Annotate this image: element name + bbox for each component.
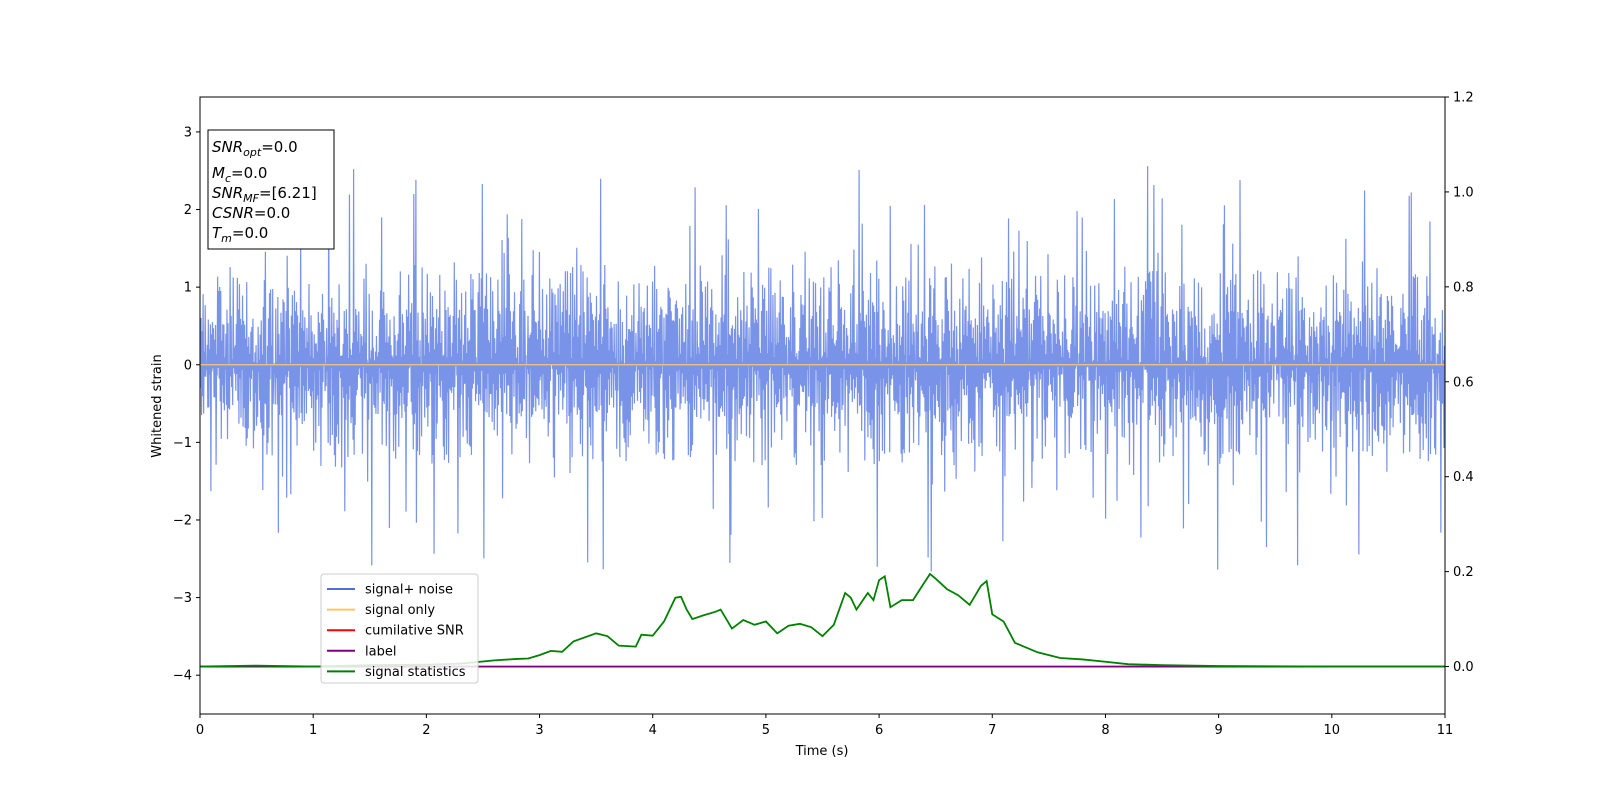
x-tick-label: 1 (309, 723, 317, 738)
y2-tick-label: 0.6 (1453, 375, 1474, 390)
y-tick-label: 2 (184, 203, 192, 218)
annotation-tm: Tm=0.0 (212, 224, 268, 245)
series-signal-statistics (200, 572, 1445, 668)
y-tick-label: 0 (184, 358, 192, 373)
y2-tick-label: 0.0 (1453, 660, 1474, 675)
y-tick-label: 3 (184, 125, 192, 140)
annotation-mc: Mc=0.0 (212, 164, 267, 185)
legend: signal+ noise signal only cumilative SNR la… (320, 573, 479, 684)
annotation-frame (207, 129, 335, 250)
legend-label: label (365, 644, 396, 659)
legend-label: signal+ noise (365, 583, 453, 598)
y2-tick-label: 0.4 (1453, 470, 1474, 485)
x-tick-label: 5 (762, 723, 770, 738)
y2-tick-label: 0.2 (1453, 565, 1474, 580)
legend-label: signal statistics (365, 665, 466, 680)
x-tick-label: 11 (1437, 723, 1454, 738)
y-tick-label: 1 (184, 281, 192, 296)
y-axis-label: Whitened strain (150, 354, 165, 457)
y2-tick-label: 1.2 (1453, 91, 1474, 106)
series-signal-noise (200, 166, 1445, 572)
x-tick-label: 8 (1101, 723, 1109, 738)
legend-frame (320, 573, 479, 684)
x-axis-label: Time (s) (795, 744, 849, 759)
y-tick-label: −4 (173, 669, 192, 684)
annotation-csnr: CSNR=0.0 (212, 204, 290, 222)
x-tick-label: 2 (422, 723, 430, 738)
x-tick-label: 7 (988, 723, 996, 738)
annotation-snr-mf: SNRMF=[6.21] (212, 184, 317, 205)
x-tick-label: 0 (196, 723, 204, 738)
x-tick-label: 3 (535, 723, 543, 738)
x-tick-label: 6 (875, 723, 883, 738)
x-axis: 0 1 2 3 4 5 6 7 8 9 10 11 (196, 714, 1453, 738)
x-tick-label: 9 (1214, 723, 1222, 738)
y-tick-label: −1 (173, 436, 192, 451)
y-axis-left: −4 −3 −2 −1 0 1 2 3 (173, 125, 200, 684)
legend-label: cumilative SNR (365, 624, 464, 639)
signal-noise-line (200, 166, 1445, 572)
stats-annotation-box: SNRopt=0.0 Mc=0.0 SNRMF=[6.21] CSNR=0.0 … (207, 129, 335, 250)
x-tick-label: 10 (1324, 723, 1341, 738)
y2-tick-label: 1.0 (1453, 185, 1474, 200)
y-tick-label: −2 (173, 513, 192, 528)
legend-label: signal only (365, 603, 435, 618)
y-tick-label: −3 (173, 591, 192, 606)
plot-frame (199, 96, 1446, 715)
x-tick-label: 4 (649, 723, 657, 738)
annotation-snr-opt: SNRopt=0.0 (212, 138, 298, 159)
y2-tick-label: 0.8 (1453, 280, 1474, 295)
y-axis-right: 0.0 0.2 0.4 0.6 0.8 1.0 1.2 (1445, 91, 1474, 675)
